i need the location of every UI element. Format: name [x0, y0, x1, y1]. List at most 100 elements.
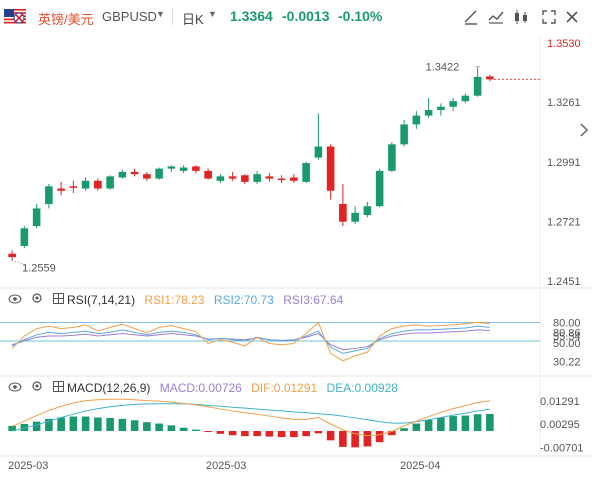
candle-body — [106, 176, 114, 189]
candle-body — [192, 166, 200, 171]
x-axis-label: 2025-03 — [206, 460, 246, 472]
rsi1-value: RSI1:78.23 — [144, 293, 205, 307]
symbol-dropdown-icon[interactable]: ▼ — [156, 9, 165, 19]
rsi-checkbox-icon[interactable] — [52, 293, 67, 307]
fullscreen-icon[interactable] — [540, 8, 558, 26]
gear-icon[interactable] — [31, 381, 46, 395]
macd-histogram-bar — [57, 417, 65, 431]
gbp-usd-flag-icon — [4, 9, 26, 24]
candle-body — [167, 166, 176, 169]
macd-checkbox-icon[interactable] — [52, 381, 67, 395]
x-axis: 2025-03 2025-03 2025-04 — [8, 460, 440, 472]
dea-value: DEA:0.00928 — [326, 381, 398, 395]
scroll-right-icon[interactable] — [580, 123, 589, 137]
price-axis-label: 1.2991 — [547, 157, 581, 169]
low-price-label: 1.2559 — [22, 262, 56, 274]
macd-histogram-bar — [69, 416, 78, 431]
pair-name[interactable]: 英镑/美元 — [38, 12, 94, 27]
candle-body — [94, 180, 102, 189]
candle-body — [314, 146, 323, 158]
price-change-percent: -0.10% — [338, 8, 383, 24]
macd-histogram-bar — [20, 424, 29, 431]
rsi2-value: RSI2:70.73 — [213, 293, 274, 307]
last-price: 1.3364 — [230, 8, 273, 24]
candle-body — [449, 101, 457, 107]
candle-body — [216, 176, 225, 181]
macd-histogram-bar — [204, 431, 212, 432]
candle-body — [179, 167, 188, 171]
macd-histogram-bar — [81, 416, 90, 431]
rsi-axis-label: 80.00 — [553, 317, 581, 329]
candle-body — [290, 177, 298, 181]
candle-type-icon[interactable] — [512, 8, 530, 26]
macd-histogram-bar — [216, 431, 225, 434]
macd-histogram-bar — [351, 431, 359, 448]
macd-histogram-bar — [94, 417, 102, 431]
rsi2-line — [11, 325, 490, 354]
rsi3-value: RSI3:67.64 — [283, 293, 344, 307]
candle-body — [32, 208, 41, 227]
rsi-axis-label: 80.86 — [553, 327, 581, 339]
candle-body — [118, 171, 127, 178]
close-icon[interactable] — [563, 8, 581, 26]
candle-body — [363, 206, 372, 216]
timeframe-dropdown-icon[interactable]: ▼ — [208, 9, 217, 19]
rsi-axis-label: 50.00 — [553, 338, 581, 350]
macd-histogram-bar — [130, 420, 139, 431]
rsi1-line — [11, 321, 490, 362]
macd-histogram-bar — [265, 431, 274, 437]
macd-histogram-bar — [45, 418, 53, 431]
header-divider — [172, 8, 173, 25]
drawing-tool-icon[interactable] — [462, 8, 480, 26]
candle-body — [253, 174, 261, 182]
candle-body — [155, 168, 163, 179]
candle-body — [339, 204, 347, 222]
price-axis: 1.3530 1.3261 1.2991 1.2721 1.2451 — [547, 38, 581, 288]
gear-icon[interactable] — [31, 293, 46, 307]
macd-histogram-bar — [167, 425, 176, 431]
macd-histogram-bar — [326, 431, 335, 441]
macd-histogram-bar — [314, 431, 323, 434]
candle-body — [473, 76, 482, 96]
macd-histogram-bar — [363, 431, 372, 447]
macd-title: MACD(12,26,9) — [67, 381, 151, 395]
macd-histogram-bar — [228, 431, 237, 436]
dif-line — [11, 398, 490, 437]
macd-histogram-bar — [461, 415, 470, 431]
candles-layer — [8, 66, 494, 261]
timeframe-selector[interactable]: 日K — [182, 12, 204, 27]
low-marker — [11, 259, 25, 265]
candle-body — [326, 146, 335, 191]
candle-body — [20, 228, 29, 246]
line-chart-icon[interactable] — [487, 8, 505, 26]
candle-body — [81, 180, 90, 189]
candle-body — [57, 188, 65, 191]
price-axis-label: 1.2721 — [547, 216, 581, 228]
candle-body — [400, 124, 408, 145]
annotations-layer: 1.3422 1.2559 — [11, 62, 540, 274]
eye-icon[interactable] — [8, 381, 25, 395]
price-change: -0.0013 — [282, 8, 330, 24]
candle-body — [302, 163, 310, 182]
eye-icon[interactable] — [8, 293, 25, 307]
macd-histogram-bar — [302, 431, 310, 437]
symbol-code[interactable]: GBPUSD — [102, 9, 157, 24]
candle-body — [143, 174, 151, 179]
candle-body — [241, 175, 249, 182]
candle-body — [69, 186, 78, 188]
macd-histogram-bar — [290, 431, 298, 438]
macd-histogram-bar — [486, 413, 494, 431]
x-axis-label: 2025-03 — [8, 460, 48, 472]
macd-histogram-bar — [8, 425, 16, 431]
macd-histogram-bar — [449, 416, 457, 431]
candle-body — [412, 115, 421, 125]
price-axis-label: 1.3261 — [547, 97, 581, 109]
macd-histogram-bar — [412, 423, 421, 431]
high-price-label: 1.3422 — [426, 62, 460, 74]
macd-histogram-bar — [375, 431, 384, 443]
candle-body — [486, 76, 494, 80]
candle-body — [351, 212, 359, 222]
macd-histogram-bar — [32, 421, 41, 431]
